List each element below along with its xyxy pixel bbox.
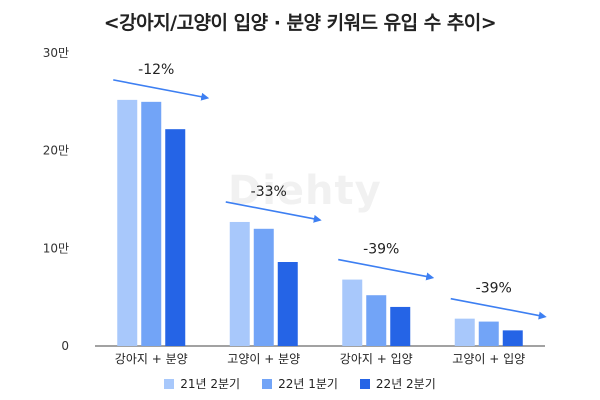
category-label: 강아지 + 분양 <box>115 352 188 366</box>
category-label: 고양이 + 분양 <box>227 352 300 366</box>
legend-swatch <box>262 378 273 389</box>
change-annotation: -12% <box>138 62 174 78</box>
legend-item: 21년 2분기 <box>164 375 240 392</box>
legend-label: 22년 2분기 <box>375 377 436 391</box>
chart-legend: 21년 2분기 22년 1분기 22년 2분기 <box>0 375 600 392</box>
legend-item: 22년 2분기 <box>359 375 436 392</box>
legend-label: 22년 1분기 <box>278 377 338 391</box>
bar <box>502 330 523 346</box>
bar <box>117 99 138 346</box>
category-label: 고양이 + 입양 <box>452 352 525 366</box>
legend-swatch <box>359 378 370 389</box>
change-annotation: -39% <box>476 281 512 297</box>
y-tick-label: 0 <box>61 339 69 353</box>
trend-arrow <box>225 201 322 223</box>
bar <box>165 129 186 346</box>
chart-title: <강아지/고양이 입양 · 분양 키워드 유입 수 추이> <box>103 12 497 34</box>
y-tick-label: 30만 <box>43 46 69 60</box>
change-annotation: -33% <box>251 184 287 200</box>
bar <box>342 279 363 346</box>
bar <box>277 262 298 346</box>
bar <box>366 295 387 346</box>
legend-label: 21년 2분기 <box>180 377 241 391</box>
trend-arrow <box>338 258 435 281</box>
trend-arrow <box>113 79 210 101</box>
legend-item: 22년 1분기 <box>262 375 338 392</box>
bar <box>390 306 411 346</box>
watermark-logo: Diehty <box>228 168 382 214</box>
change-annotation: -39% <box>363 242 399 258</box>
bar <box>141 101 162 346</box>
y-tick-label: 10만 <box>43 241 69 255</box>
category-label: 강아지 + 입양 <box>340 352 413 366</box>
trend-arrow <box>450 297 547 320</box>
legend-swatch <box>164 378 175 389</box>
bar <box>253 228 274 346</box>
bar <box>478 321 499 346</box>
bar <box>454 318 475 346</box>
y-tick-label: 20만 <box>43 144 69 158</box>
bar <box>229 221 250 346</box>
